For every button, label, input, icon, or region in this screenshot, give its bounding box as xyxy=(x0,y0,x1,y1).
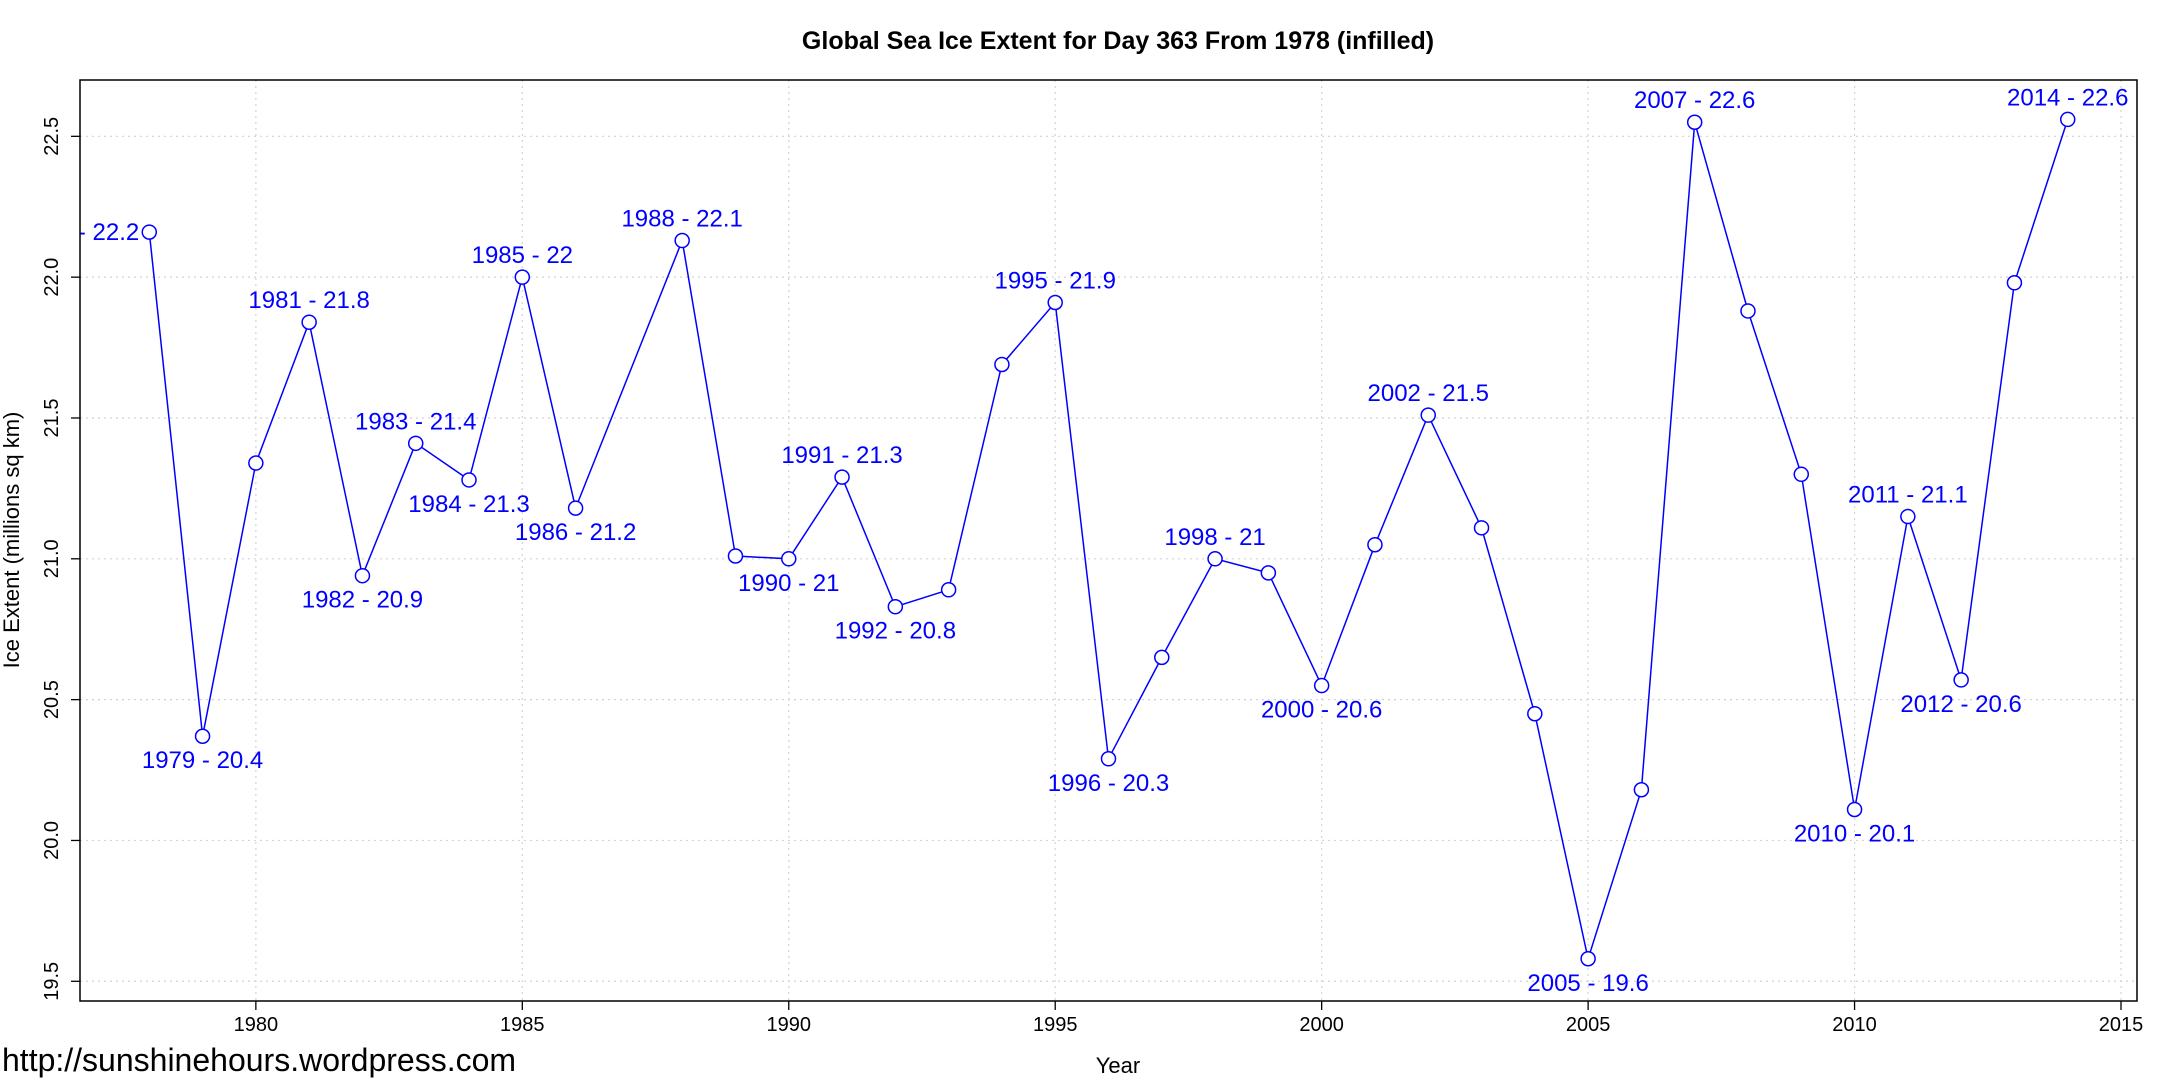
data-point xyxy=(2059,111,2076,128)
point-label: 2000 - 20.6 xyxy=(1261,697,1382,724)
x-tick-label: 2015 xyxy=(2099,1014,2144,1036)
point-label: 1998 - 21 xyxy=(1164,524,1265,551)
data-point xyxy=(1846,801,1863,818)
x-axis: 1980 1985 1990 1995 2000 2005 2010 2015 xyxy=(234,1001,2144,1036)
y-axis: 19.5 20.0 20.5 21.0 21.5 22.0 22.5 xyxy=(41,117,80,1001)
point-label: 2002 - 21.5 xyxy=(1368,380,1489,407)
y-tick-label: 22.5 xyxy=(41,117,63,156)
point-label: 1992 - 20.8 xyxy=(835,618,956,645)
data-point xyxy=(248,455,264,471)
point-label: 2012 - 20.6 xyxy=(1900,691,2021,718)
data-point xyxy=(1420,407,1436,423)
plot-frame xyxy=(79,79,2138,1002)
y-tick-label: 22.0 xyxy=(41,258,63,297)
x-tick-label: 1990 xyxy=(767,1014,812,1036)
data-point xyxy=(1154,649,1170,666)
data-point xyxy=(1473,520,1490,536)
data-point xyxy=(940,582,957,598)
grid xyxy=(80,80,2137,1001)
point-label: 1984 - 21.3 xyxy=(408,491,529,518)
series-line-layer xyxy=(148,119,2069,962)
data-point xyxy=(1793,466,1810,483)
point-label: 1990 - 21 xyxy=(738,570,839,597)
data-point xyxy=(567,500,584,516)
data-point xyxy=(994,356,1010,373)
y-tick-label: 21.5 xyxy=(41,399,63,438)
data-point xyxy=(1100,751,1117,767)
point-label: 2014 - 22.6 xyxy=(2007,84,2128,111)
point-label: 1985 - 22 xyxy=(472,242,573,269)
data-point xyxy=(301,314,317,330)
data-point xyxy=(461,472,477,488)
data-point xyxy=(1740,303,1756,319)
point-labels: 1978 - 22.2 1979 - 20.4 1981 - 21.8 1982 - … xyxy=(18,84,2128,997)
data-point xyxy=(1047,294,1063,311)
y-tick-label: 21.0 xyxy=(41,539,63,578)
x-axis-label: Year xyxy=(1096,1053,1140,1078)
point-label: 2007 - 22.6 xyxy=(1634,87,1755,114)
data-point xyxy=(1207,551,1223,567)
data-point xyxy=(354,567,371,584)
data-point xyxy=(1260,565,1277,581)
data-point xyxy=(514,269,531,285)
data-point xyxy=(2006,275,2023,291)
point-label: 1978 - 22.2 xyxy=(18,219,139,246)
watermark-url: http://sunshinehours.wordpress.com xyxy=(2,1042,517,1078)
x-tick-label: 2005 xyxy=(1566,1014,1611,1036)
point-label: 2010 - 20.1 xyxy=(1794,820,1915,847)
data-point xyxy=(887,598,904,615)
data-point xyxy=(727,548,744,564)
point-label: 1986 - 21.2 xyxy=(515,519,636,546)
data-point xyxy=(1313,677,1330,694)
data-point xyxy=(1953,672,1969,688)
data-point xyxy=(1367,536,1383,553)
point-label: 1979 - 20.4 xyxy=(142,747,263,774)
x-tick-label: 1985 xyxy=(500,1014,545,1036)
data-point xyxy=(834,469,850,485)
y-tick-label: 19.5 xyxy=(41,962,63,1001)
data-point xyxy=(407,435,424,452)
data-points xyxy=(141,111,2076,967)
data-point xyxy=(1686,114,1703,130)
data-point xyxy=(674,232,690,249)
point-label: 1982 - 20.9 xyxy=(302,587,423,614)
point-label: 1991 - 21.3 xyxy=(781,442,902,469)
point-label: 2005 - 19.6 xyxy=(1527,970,1648,997)
point-label: 1988 - 22.1 xyxy=(621,206,742,233)
x-tick-label: 1980 xyxy=(234,1014,279,1036)
data-point xyxy=(1527,705,1543,722)
data-point xyxy=(1900,508,1916,525)
y-tick-label: 20.0 xyxy=(41,821,63,860)
point-label: 1995 - 21.9 xyxy=(994,268,1115,295)
point-label: 1981 - 21.8 xyxy=(248,287,369,314)
data-point xyxy=(1633,782,1650,798)
y-tick-label: 20.5 xyxy=(41,680,63,719)
data-point xyxy=(781,551,797,567)
data-point xyxy=(1580,951,1596,967)
point-label: 1996 - 20.3 xyxy=(1048,770,1169,797)
point-label: 1983 - 21.4 xyxy=(355,408,476,435)
series-line xyxy=(148,119,2069,962)
data-point xyxy=(194,728,211,744)
x-tick-label: 1995 xyxy=(1033,1014,1078,1036)
y-axis-label: Ice Extent (millions sq km) xyxy=(0,412,24,669)
chart-title: Global Sea Ice Extent for Day 363 From 1… xyxy=(802,27,1434,55)
x-tick-label: 2010 xyxy=(1832,1014,1877,1036)
x-tick-label: 2000 xyxy=(1299,1014,1344,1036)
data-point xyxy=(141,224,158,240)
point-label: 2011 - 21.1 xyxy=(1848,482,1968,509)
